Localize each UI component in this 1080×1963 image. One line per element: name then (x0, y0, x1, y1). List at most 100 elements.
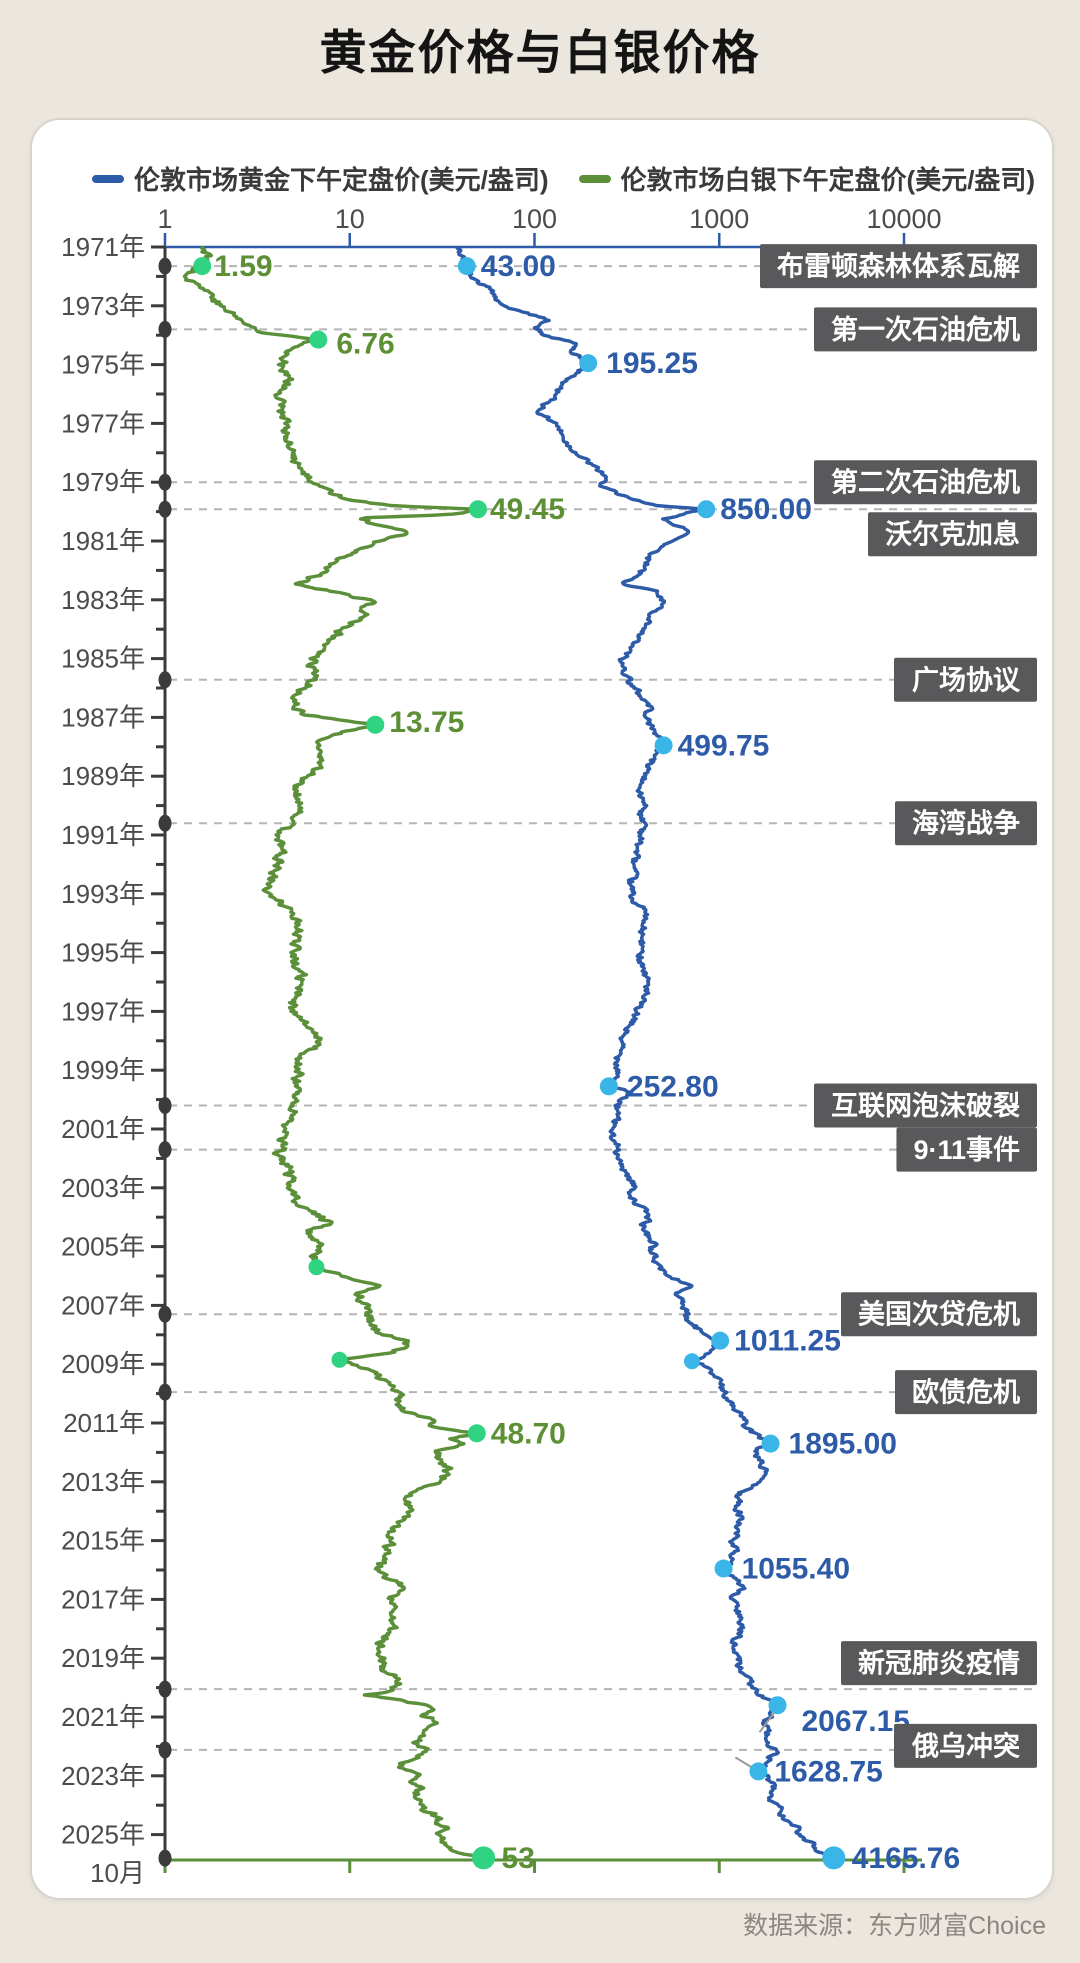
price-point-label: 850.00 (720, 493, 812, 526)
price-point-label: 6.76 (336, 328, 394, 361)
price-marker (683, 1353, 700, 1370)
year-tick-label: 2013年 (61, 1467, 145, 1497)
year-tick-label: 2017年 (61, 1584, 145, 1614)
price-point-label: 1.59 (214, 250, 272, 283)
gold-price-line (455, 246, 835, 1860)
price-marker (711, 1331, 730, 1350)
price-marker (579, 354, 598, 373)
gold-legend-swatch-icon (92, 174, 124, 183)
year-tick-label: 2011年 (63, 1408, 145, 1438)
event-axis-dot (158, 473, 172, 491)
price-point-label: 1895.00 (789, 1428, 897, 1461)
price-marker (749, 1762, 768, 1781)
event-label: 互联网泡沫破裂 (831, 1090, 1020, 1121)
event-axis-dot (158, 1096, 172, 1114)
event-label-box (895, 1370, 1037, 1415)
event-axis-dot (158, 671, 172, 689)
price-marker (468, 500, 487, 519)
event-label-box (868, 512, 1037, 557)
year-tick-label: 1987年 (61, 702, 145, 732)
event-axis-dot (158, 500, 172, 518)
legend-item-silver[interactable]: 伦敦市场白银下午定盘价(美元/盎司) (578, 160, 1036, 197)
year-tick-label: 1985年 (61, 644, 145, 674)
price-point-label: 252.80 (627, 1070, 719, 1103)
price-point-label: 4165.76 (852, 1842, 960, 1875)
last-period-label: 10月 (90, 1858, 145, 1888)
event-axis-dot (158, 1141, 172, 1159)
price-point-label: 195.25 (606, 347, 698, 380)
year-tick-label: 2009年 (61, 1349, 145, 1379)
top-axis-tick-label: 100 (512, 204, 557, 234)
chart-canvas: 1 10 100 1000 10000 1971年 1973年 1975年 1977年 1979年… (61, 204, 1037, 1888)
label-leader-line (734, 1756, 754, 1770)
price-marker (697, 500, 716, 519)
price-point-label: 499.75 (678, 729, 770, 762)
year-tick-label: 1983年 (61, 585, 145, 615)
event-label-box (895, 801, 1037, 846)
price-marker (472, 1846, 496, 1870)
year-tick-label: 1997年 (61, 996, 145, 1026)
price-point-label: 48.70 (491, 1417, 566, 1450)
year-tick-label: 1971年 (61, 232, 145, 262)
price-point-label: 2067.15 (802, 1705, 910, 1738)
silver-legend-swatch-icon (578, 174, 611, 183)
event-label: 海湾战争 (912, 808, 1020, 839)
year-tick-label: 1995年 (61, 938, 145, 968)
chart-legend: 伦敦市场黄金下午定盘价(美元/盎司) 伦敦市场白银下午定盘价(美元/盎司) (92, 160, 1035, 197)
year-tick-label: 1975年 (61, 350, 145, 380)
year-tick-label: 1993年 (61, 879, 145, 909)
year-tick-label: 1999年 (61, 1055, 145, 1085)
price-point-label: 49.45 (490, 493, 565, 526)
event-label: 沃尔克加息 (885, 519, 1020, 550)
event-label-box (894, 657, 1037, 702)
price-marker (309, 330, 328, 349)
year-tick-label: 2025年 (61, 1820, 145, 1850)
price-marker (768, 1696, 787, 1715)
price-marker (331, 1351, 348, 1368)
event-axis-dot (158, 1305, 172, 1323)
event-label-box (814, 1083, 1037, 1128)
event-axis-dot (158, 320, 172, 338)
event-axis-dot (158, 814, 172, 832)
event-label-box (760, 244, 1037, 289)
event-label: 布雷顿森林体系瓦解 (777, 252, 1020, 282)
event-label: 俄乌冲突 (911, 1730, 1020, 1761)
price-marker (457, 257, 476, 276)
year-tick-label: 2023年 (61, 1761, 145, 1791)
year-tick-label: 1979年 (61, 467, 145, 497)
event-axis-dot (158, 1741, 172, 1759)
event-label: 第一次石油危机 (831, 314, 1020, 345)
year-tick-label: 2007年 (61, 1290, 145, 1320)
year-tick-label: 1973年 (61, 291, 145, 321)
event-label-box (814, 460, 1037, 505)
latest-axis-dot (158, 1849, 172, 1867)
event-label: 新冠肺炎疫情 (858, 1648, 1020, 1679)
label-leader-line (758, 1711, 776, 1733)
legend-item-gold[interactable]: 伦敦市场黄金下午定盘价(美元/盎司) (92, 160, 549, 197)
price-marker (308, 1259, 325, 1276)
price-marker (822, 1846, 846, 1870)
year-tick-label: 1981年 (61, 526, 145, 556)
year-tick-label: 2003年 (61, 1173, 145, 1203)
top-axis-tick-label: 1 (157, 204, 172, 234)
year-tick-label: 1989年 (61, 761, 145, 791)
price-marker (714, 1559, 733, 1578)
year-tick-label: 2005年 (61, 1232, 145, 1262)
event-label-box (841, 1292, 1037, 1337)
price-point-label: 13.75 (389, 706, 464, 739)
price-marker (366, 715, 385, 734)
silver-price-line (182, 245, 485, 1860)
event-label: 美国次贷危机 (858, 1299, 1020, 1330)
year-tick-label: 2015年 (61, 1526, 145, 1556)
price-marker (193, 257, 212, 276)
page-title: 黄金价格与白银价格 (319, 26, 761, 79)
price-marker (654, 736, 673, 755)
event-axis-dot (158, 1383, 172, 1401)
price-marker (467, 1424, 486, 1443)
silver-legend-label: 伦敦市场白银下午定盘价(美元/盎司) (620, 165, 1036, 195)
data-source-note: 数据来源：东方财富Choice (743, 1912, 1046, 1940)
price-marker (599, 1077, 618, 1096)
price-point-label: 53 (502, 1842, 535, 1875)
year-tick-label: 2001年 (61, 1114, 145, 1144)
